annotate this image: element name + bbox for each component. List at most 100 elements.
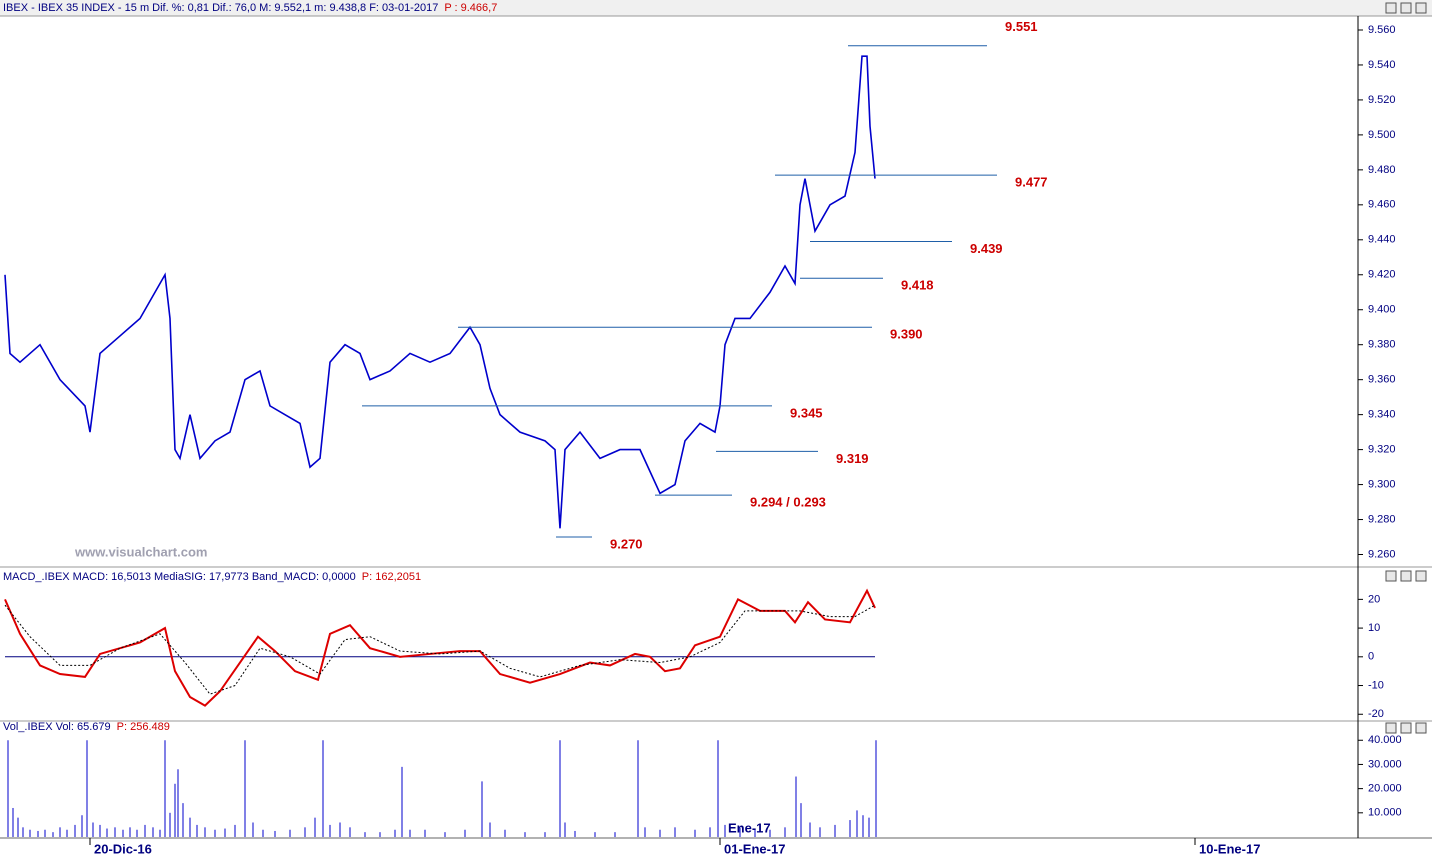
y-tick-label: 20.000 <box>1368 783 1402 795</box>
maximize-button[interactable] <box>1400 722 1412 734</box>
watermark: www.visualchart.com <box>74 544 207 559</box>
minimize-button[interactable] <box>1385 570 1397 582</box>
volume-bar <box>322 740 324 837</box>
volume-bar <box>234 824 236 837</box>
minimize-button[interactable] <box>1385 2 1397 14</box>
x-tick-label: 10-Ene-17 <box>1199 841 1260 856</box>
volume-bar <box>204 827 206 837</box>
volume-bar <box>717 740 719 837</box>
y-tick-label: 9.400 <box>1368 304 1396 316</box>
volume-bar <box>644 827 646 837</box>
price-label: P: 256.489 <box>117 721 170 733</box>
window-buttons[interactable] <box>1385 2 1427 734</box>
volume-bar <box>754 829 756 837</box>
volume-bar <box>544 832 546 837</box>
volume-bar <box>564 822 566 837</box>
volume-bar <box>819 827 821 837</box>
volume-bar <box>152 827 154 837</box>
volume-bar <box>37 830 39 837</box>
volume-bar <box>489 822 491 837</box>
volume-bar <box>800 803 802 837</box>
price-label: P : 9.466,7 <box>444 2 497 14</box>
volume-bar <box>314 817 316 837</box>
volume-bar <box>409 829 411 837</box>
volume-bar <box>177 769 179 837</box>
volume-bar <box>659 829 661 837</box>
y-tick-label: -20 <box>1368 708 1384 720</box>
volume-bar <box>339 822 341 837</box>
volume-bar <box>244 740 246 837</box>
volume-bar <box>22 827 24 837</box>
close-button[interactable] <box>1415 570 1427 582</box>
volume-bar <box>834 824 836 837</box>
volume-bar <box>214 829 216 837</box>
volume-bar <box>574 830 576 837</box>
level-label: 9.551 <box>1005 19 1038 34</box>
volume-bar <box>739 827 741 837</box>
header-bar <box>0 0 1432 16</box>
volume-bar <box>81 815 83 837</box>
volume-bar <box>74 824 76 837</box>
volume-bar <box>849 820 851 837</box>
volume-bar <box>262 829 264 837</box>
maximize-button[interactable] <box>1400 2 1412 14</box>
maximize-button[interactable] <box>1400 570 1412 582</box>
volume-bar <box>559 740 561 837</box>
volume-bar <box>769 829 771 837</box>
volume-bar <box>637 740 639 837</box>
volume-bar <box>92 822 94 837</box>
close-button[interactable] <box>1415 722 1427 734</box>
line-series <box>4 604 876 695</box>
volume-bar <box>614 832 616 837</box>
y-tick-label: -10 <box>1368 679 1384 691</box>
volume-bar <box>289 829 291 837</box>
volume-bar <box>394 829 396 837</box>
level-label: 9.390 <box>890 327 923 342</box>
panel-header: IBEX - IBEX 35 INDEX - 15 m Dif. %: 0,81… <box>3 2 497 14</box>
level-label: 9.439 <box>970 241 1003 256</box>
volume-bar <box>784 827 786 837</box>
y-tick-label: 0 <box>1368 651 1374 663</box>
y-tick-label: 9.480 <box>1368 164 1396 176</box>
panel-header: MACD_.IBEX MACD: 16,5013 MediaSIG: 17,97… <box>3 571 421 583</box>
volume-bar <box>122 829 124 837</box>
volume-bar <box>224 828 226 837</box>
volume-bar <box>164 740 166 837</box>
volume-bar <box>29 829 31 837</box>
close-button[interactable] <box>1415 2 1427 14</box>
period-label: Ene-17 <box>728 820 771 835</box>
volume-bar <box>809 822 811 837</box>
volume-bar <box>424 829 426 837</box>
volume-bar <box>444 832 446 837</box>
volume-bar <box>252 822 254 837</box>
volume-bar <box>274 830 276 837</box>
y-tick-label: 10.000 <box>1368 807 1402 819</box>
x-tick-label: 20-Dic-16 <box>94 841 152 856</box>
x-tick-label: 01-Ene-17 <box>724 841 785 856</box>
level-label: 9.418 <box>901 278 934 293</box>
y-tick-label: 9.560 <box>1368 24 1396 36</box>
y-tick-label: 9.260 <box>1368 548 1396 560</box>
volume-bar <box>875 740 877 837</box>
volume-bar <box>379 832 381 837</box>
y-tick-label: 9.500 <box>1368 129 1396 141</box>
minimize-button[interactable] <box>1385 722 1397 734</box>
panel-title: IBEX - IBEX 35 INDEX - 15 m Dif. %: 0,81… <box>3 2 438 14</box>
y-tick-label: 9.280 <box>1368 513 1396 525</box>
volume-bar <box>196 824 198 837</box>
y-tick-label: 30.000 <box>1368 758 1402 770</box>
y-tick-label: 9.460 <box>1368 199 1396 211</box>
volume-bar <box>52 832 54 837</box>
volume-bar <box>524 832 526 837</box>
volume-bar <box>44 829 46 837</box>
volume-bar <box>724 824 726 837</box>
y-tick-label: 9.320 <box>1368 444 1396 456</box>
panel-title: MACD_.IBEX MACD: 16,5013 MediaSIG: 17,97… <box>3 571 356 583</box>
volume-bar <box>99 824 101 837</box>
volume-bar <box>795 776 797 837</box>
volume-bar <box>106 828 108 837</box>
volume-bar <box>129 827 131 837</box>
volume-bar <box>349 827 351 837</box>
